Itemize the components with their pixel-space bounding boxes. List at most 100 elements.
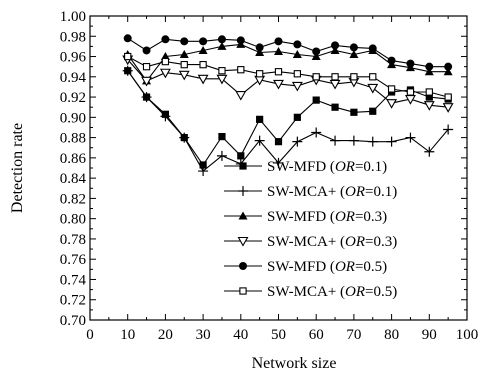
legend-entry-3: SW-MFD (OR=0.3) bbox=[224, 209, 387, 225]
x-tick-label: 50 bbox=[271, 327, 286, 343]
data-point bbox=[237, 66, 245, 74]
series-layer bbox=[122, 34, 454, 177]
legend-label: SW-MFD (OR=0.3) bbox=[267, 209, 387, 225]
data-point bbox=[255, 47, 265, 56]
y-tick-label: 0.80 bbox=[60, 212, 86, 228]
data-point bbox=[122, 65, 133, 76]
x-tick-label: 60 bbox=[309, 327, 324, 343]
data-point bbox=[424, 146, 435, 157]
data-point bbox=[425, 88, 433, 96]
data-point bbox=[367, 136, 378, 147]
data-point bbox=[179, 50, 189, 59]
legend-marker bbox=[239, 262, 247, 270]
y-tick-label: 0.78 bbox=[60, 232, 86, 248]
data-point bbox=[293, 40, 302, 49]
data-point bbox=[292, 136, 303, 147]
legend-entry-1: SW-MFD (OR=0.1) bbox=[224, 159, 387, 175]
legend-entry-6: SW-MCA+ (OR=0.5) bbox=[224, 284, 397, 300]
data-point bbox=[312, 47, 321, 56]
data-point bbox=[180, 60, 188, 69]
data-point bbox=[406, 59, 415, 68]
data-point bbox=[330, 135, 341, 146]
data-point bbox=[330, 45, 340, 54]
data-point bbox=[274, 68, 283, 76]
legend-label: SW-MFD (OR=0.5) bbox=[267, 259, 387, 275]
series-1 bbox=[124, 67, 452, 169]
data-point bbox=[331, 103, 339, 111]
x-tick-label: 80 bbox=[384, 327, 399, 343]
data-point bbox=[348, 135, 359, 146]
data-point bbox=[425, 93, 433, 101]
data-point bbox=[331, 41, 340, 50]
data-point bbox=[142, 63, 151, 71]
y-tick-label: 0.72 bbox=[60, 293, 86, 309]
legend-marker bbox=[239, 162, 247, 170]
y-axis-title: Detection rate bbox=[9, 123, 26, 213]
data-point bbox=[218, 132, 226, 141]
data-point bbox=[237, 152, 245, 160]
data-point bbox=[274, 46, 283, 55]
series-line bbox=[127, 43, 449, 82]
data-point bbox=[178, 70, 190, 81]
data-point bbox=[349, 43, 358, 52]
data-point bbox=[161, 57, 170, 66]
data-point bbox=[273, 157, 284, 168]
y-tick-label: 0.84 bbox=[60, 171, 87, 187]
data-point bbox=[256, 115, 264, 123]
legend-marker bbox=[238, 186, 248, 196]
series-6 bbox=[124, 52, 452, 101]
x-tick-label: 0 bbox=[86, 327, 94, 343]
series-line bbox=[127, 70, 449, 172]
data-point bbox=[142, 46, 151, 55]
data-point bbox=[218, 67, 226, 75]
y-tick-label: 1.00 bbox=[60, 9, 86, 25]
legend-entry-5: SW-MFD (OR=0.5) bbox=[224, 259, 387, 275]
data-point bbox=[293, 113, 301, 121]
data-point bbox=[235, 90, 247, 101]
y-tick-label: 0.90 bbox=[60, 110, 86, 126]
y-tick-label: 0.98 bbox=[60, 29, 86, 45]
data-point bbox=[198, 45, 208, 54]
series-2 bbox=[122, 65, 454, 177]
data-point bbox=[179, 132, 190, 143]
series-4 bbox=[122, 55, 454, 113]
data-point bbox=[160, 111, 171, 122]
legend-marker bbox=[237, 236, 249, 247]
data-point bbox=[367, 83, 379, 94]
data-point bbox=[425, 62, 434, 71]
data-point bbox=[444, 93, 452, 101]
data-point bbox=[199, 60, 207, 69]
legend-marker bbox=[239, 287, 247, 295]
data-point bbox=[387, 85, 396, 93]
legend-marker bbox=[238, 211, 248, 220]
data-point bbox=[292, 50, 302, 59]
x-tick-label: 100 bbox=[456, 327, 479, 343]
legend-label: SW-MCA+ (OR=0.3) bbox=[267, 234, 397, 250]
data-point bbox=[236, 36, 245, 45]
y-tick-label: 0.96 bbox=[60, 50, 87, 66]
data-point bbox=[197, 74, 209, 85]
data-point bbox=[180, 37, 189, 46]
x-axis-title: Network size bbox=[252, 355, 337, 372]
data-point bbox=[311, 52, 321, 61]
x-tick-label: 10 bbox=[120, 327, 135, 343]
data-point bbox=[293, 70, 301, 78]
legend-entry-4: SW-MCA+ (OR=0.3) bbox=[224, 234, 397, 250]
data-point bbox=[273, 79, 284, 90]
data-point bbox=[311, 127, 322, 138]
y-tick-label: 0.74 bbox=[60, 272, 87, 288]
data-point bbox=[423, 101, 435, 111]
data-point bbox=[443, 124, 454, 135]
legend-label: SW-MCA+ (OR=0.5) bbox=[267, 284, 397, 300]
x-tick-label: 70 bbox=[346, 327, 361, 343]
data-point bbox=[159, 68, 171, 79]
data-point bbox=[405, 132, 416, 143]
y-tick-label: 0.88 bbox=[60, 131, 86, 147]
data-point bbox=[350, 73, 358, 81]
data-point bbox=[274, 138, 283, 146]
data-point bbox=[443, 67, 453, 76]
data-point bbox=[274, 37, 283, 46]
legend: SW-MFD (OR=0.1) SW-MCA+ (OR=0.1) SW-MFD (O… bbox=[224, 159, 397, 300]
data-point bbox=[254, 135, 265, 146]
x-tick-label: 20 bbox=[158, 327, 173, 343]
